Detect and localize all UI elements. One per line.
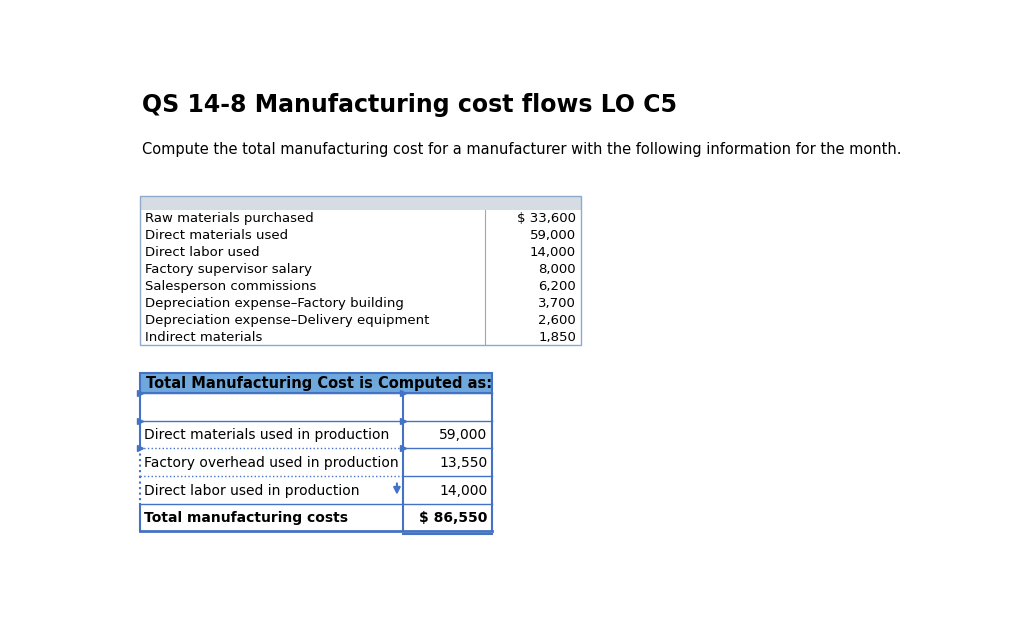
- Bar: [139, 373, 493, 393]
- Text: Direct labor used in production: Direct labor used in production: [144, 483, 359, 497]
- Text: 13,550: 13,550: [439, 456, 487, 470]
- Text: 59,000: 59,000: [529, 229, 575, 242]
- Text: 1,850: 1,850: [538, 331, 575, 344]
- Text: Total Manufacturing Cost is Computed as:: Total Manufacturing Cost is Computed as:: [145, 376, 492, 391]
- Text: Direct labor used: Direct labor used: [145, 246, 260, 259]
- Text: 8,000: 8,000: [539, 263, 575, 276]
- Text: 3,700: 3,700: [538, 297, 575, 310]
- Text: Direct materials used in production: Direct materials used in production: [144, 428, 389, 442]
- Text: QS 14-8 Manufacturing cost flows LO C5: QS 14-8 Manufacturing cost flows LO C5: [142, 93, 677, 118]
- Text: $ 86,550: $ 86,550: [419, 511, 487, 525]
- Text: 14,000: 14,000: [439, 483, 487, 497]
- Bar: [139, 196, 582, 209]
- Text: $ 33,600: $ 33,600: [517, 212, 575, 225]
- Text: Factory supervisor salary: Factory supervisor salary: [145, 263, 312, 276]
- Text: 2,600: 2,600: [539, 314, 575, 327]
- Text: Direct materials used: Direct materials used: [145, 229, 288, 242]
- Text: 14,000: 14,000: [529, 246, 575, 259]
- Text: Factory overhead used in production: Factory overhead used in production: [144, 456, 399, 470]
- Text: Depreciation expense–Delivery equipment: Depreciation expense–Delivery equipment: [145, 314, 429, 327]
- Text: Depreciation expense–Factory building: Depreciation expense–Factory building: [145, 297, 403, 310]
- Text: Total manufacturing costs: Total manufacturing costs: [144, 511, 348, 525]
- Text: Raw materials purchased: Raw materials purchased: [145, 212, 313, 225]
- Text: Salesperson commissions: Salesperson commissions: [145, 280, 316, 293]
- Text: Compute the total manufacturing cost for a manufacturer with the following infor: Compute the total manufacturing cost for…: [142, 142, 902, 158]
- Text: 6,200: 6,200: [539, 280, 575, 293]
- Text: Indirect materials: Indirect materials: [145, 331, 262, 344]
- Text: 59,000: 59,000: [439, 428, 487, 442]
